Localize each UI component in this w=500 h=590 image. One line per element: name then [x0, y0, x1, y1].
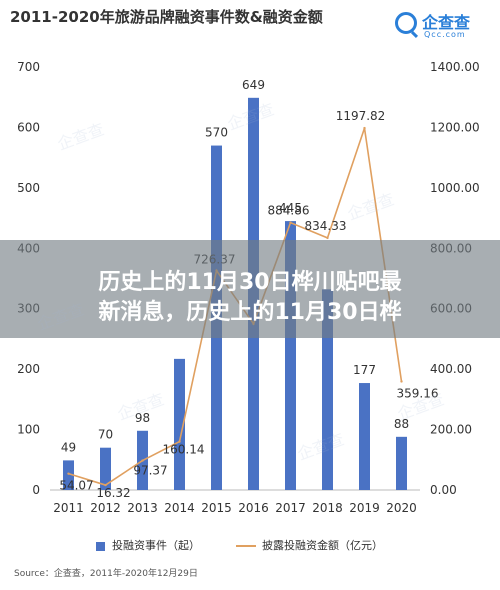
legend-bar-swatch-icon [96, 541, 105, 551]
line-data-label: 54.07 [59, 479, 93, 493]
line-point [289, 221, 292, 224]
line-data-label: 884.86 [268, 204, 310, 218]
bar-data-label: 70 [98, 428, 113, 442]
x-tick-label: 2014 [164, 501, 195, 515]
bar [100, 447, 111, 490]
chart-legend: 投融资事件（起） 披露投融资金额（亿元） [0, 537, 500, 555]
y-right-tick-label: 200.00 [430, 423, 472, 437]
y-left-tick-label: 0 [32, 483, 40, 497]
bar [322, 289, 333, 490]
y-right-tick-label: 1400.00 [430, 60, 480, 74]
x-tick-label: 2015 [201, 501, 232, 515]
magnifier-logo-icon [395, 12, 417, 34]
line-point [104, 483, 107, 487]
line-data-label: 16.32 [96, 486, 130, 500]
bar-data-label: 570 [205, 126, 228, 140]
x-tick-label: 2013 [127, 501, 158, 515]
line-data-label: 359.16 [397, 386, 439, 400]
chart-title: 2011-2020年旅游品牌融资事件数&融资金额 [10, 8, 323, 26]
legend-item-bar: 投融资事件（起） [96, 537, 200, 553]
x-tick-label: 2018 [312, 501, 343, 515]
y-right-tick-label: 400.00 [430, 362, 472, 376]
bar-data-label: 649 [242, 78, 265, 92]
bar [63, 460, 74, 490]
y-left-tick-label: 100 [17, 423, 40, 437]
x-tick-label: 2017 [275, 501, 306, 515]
y-right-tick-label: 1000.00 [430, 181, 480, 195]
line-point [141, 459, 144, 462]
line-data-label: 160.14 [163, 443, 205, 457]
y-left-tick-label: 500 [17, 181, 40, 195]
x-tick-label: 2012 [90, 501, 121, 515]
line-data-label: 97.37 [133, 464, 167, 478]
legend-line-label: 披露投融资金额（亿元） [262, 539, 383, 552]
x-tick-label: 2011 [53, 501, 84, 515]
bar-data-label: 98 [135, 411, 150, 425]
x-tick-label: 2019 [349, 501, 380, 515]
qcc-logo: 企查查 Qcc.com [395, 8, 495, 44]
overlay-title-line-1: 历史上的11月30日桦川贴吧最 [98, 270, 402, 295]
line-point [178, 440, 181, 443]
x-tick-label: 2020 [386, 501, 417, 515]
legend-bar-label: 投融资事件（起） [112, 539, 200, 552]
logo-name: 企查查 [422, 13, 471, 32]
bar-data-label: 177 [353, 363, 376, 377]
y-left-tick-label: 600 [17, 120, 40, 134]
line-data-label: 834.33 [305, 219, 347, 233]
legend-line-swatch-icon [236, 545, 256, 547]
bar [174, 358, 185, 490]
logo-domain: Qcc.com [424, 30, 466, 39]
legend-item-line: 披露投融资金额（亿元） [236, 537, 383, 553]
bar-data-label: 49 [61, 440, 76, 454]
y-right-tick-label: 1200.00 [430, 120, 480, 134]
overlay-title-line-2: 新消息，历史上的11月30日桦 [98, 300, 402, 325]
line-point [400, 380, 403, 383]
bar [396, 436, 407, 490]
bar [359, 383, 370, 490]
line-data-label: 1197.82 [336, 109, 386, 123]
x-tick-label: 2016 [238, 501, 269, 515]
line-point [326, 236, 329, 240]
line-point [67, 472, 70, 475]
source-note: Source：企查查，2011年-2020年12月29日 [14, 569, 198, 579]
line-point [363, 126, 366, 130]
y-left-tick-label: 200 [17, 362, 40, 376]
y-left-tick-label: 700 [17, 60, 40, 74]
y-right-tick-label: 0.00 [430, 483, 457, 497]
bar-data-label: 88 [394, 417, 409, 431]
bar [285, 221, 296, 491]
article-title-overlay: 历史上的11月30日桦川贴吧最 新消息，历史上的11月30日桦 [0, 240, 500, 338]
bar-data-label: 445 [279, 201, 302, 215]
